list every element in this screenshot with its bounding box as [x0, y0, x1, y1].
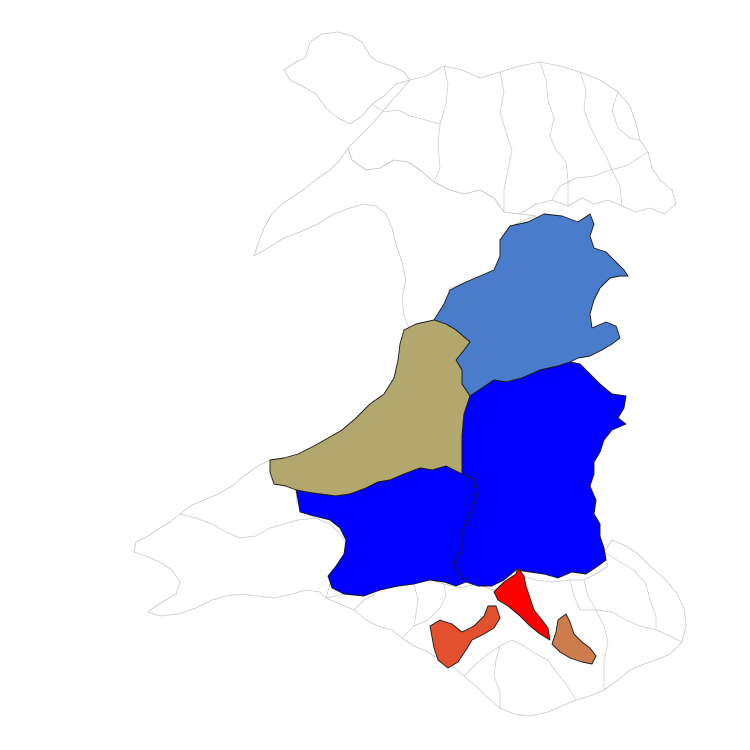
- boundary-south-7: [603, 551, 657, 630]
- boundary-north-5: [611, 91, 641, 141]
- region-merthyr-rhondda[interactable]: [493, 567, 551, 641]
- region-south-powys[interactable]: [453, 361, 627, 587]
- boundary-south-5: [595, 609, 609, 690]
- boundary-south-10: [493, 645, 501, 708]
- boundary-south-1: [353, 593, 377, 611]
- boundary-north-1: [433, 65, 449, 183]
- boundary-north-6: [551, 151, 649, 201]
- boundary-north-3: [539, 61, 569, 206]
- region-carmarthenshire[interactable]: [295, 465, 479, 597]
- region-caerphilly[interactable]: [551, 613, 597, 665]
- outline-pembrokeshire: [133, 459, 351, 617]
- boundary-south-8: [569, 579, 596, 611]
- boundary-north-7: [371, 103, 441, 125]
- boundary-south-4: [547, 659, 577, 701]
- region-bridgend-rct[interactable]: [429, 605, 501, 669]
- outline-anglesey: [283, 31, 411, 125]
- highlighted-regions: [269, 213, 629, 669]
- boundary-north-2: [499, 71, 513, 212]
- boundary-south-2: [401, 583, 447, 639]
- boundary-west-1: [179, 513, 317, 539]
- boundary-north-4: [579, 71, 623, 207]
- region-north-powys[interactable]: [433, 213, 629, 397]
- boundary-south-6: [583, 579, 683, 643]
- boundary-south-3: [463, 639, 549, 677]
- outline-north-coast: [347, 61, 677, 215]
- boundary-south-9: [413, 583, 419, 627]
